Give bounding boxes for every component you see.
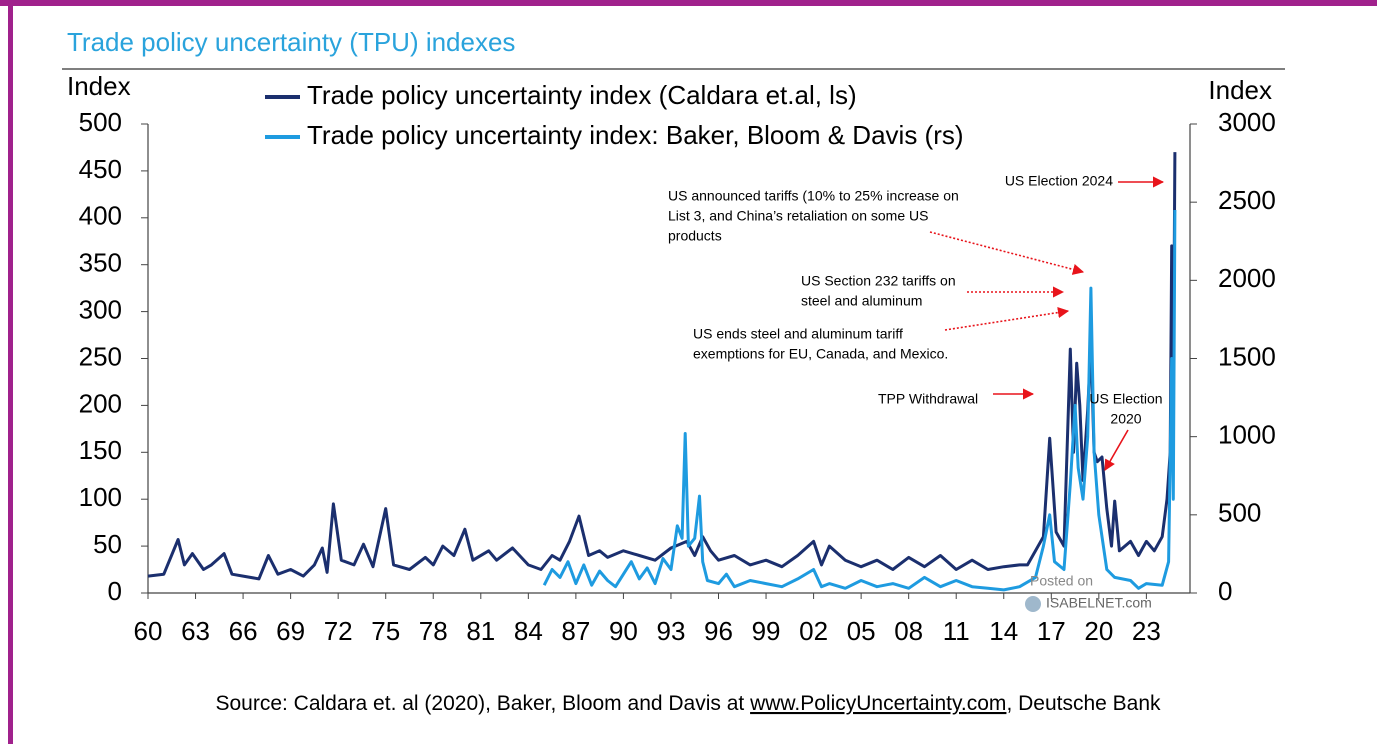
x-tick-label: 93	[657, 616, 686, 646]
annotation: US ends steel and aluminum tariff	[693, 326, 903, 342]
x-tick-label: 75	[371, 616, 400, 646]
source-note: Source: Caldara et. al (2020), Baker, Bl…	[215, 692, 1161, 715]
source-text: Source: Caldara et. al (2020), Baker, Bl…	[215, 692, 750, 715]
y2-tick-label: 1000	[1218, 420, 1276, 450]
annotation-arrow	[1104, 429, 1129, 471]
annotation: US Election 2024	[1005, 173, 1113, 189]
annotation: exemptions for EU, Canada, and Mexico.	[693, 346, 948, 362]
annotation: 2020	[1110, 411, 1141, 427]
x-tick-label: 72	[324, 616, 353, 646]
x-tick-label: 84	[514, 616, 543, 646]
x-tick-label: 99	[752, 616, 781, 646]
watermark: ISABELNET.com	[1046, 595, 1152, 611]
source-link: www.PolicyUncertainty.com	[749, 692, 1006, 715]
frame-left	[8, 0, 13, 744]
x-tick-label: 20	[1084, 616, 1113, 646]
annotation-arrow	[929, 231, 1085, 275]
y2-tick-label: 500	[1218, 498, 1261, 528]
y2-tick-label: 2000	[1218, 263, 1276, 293]
x-tick-label: 05	[847, 616, 876, 646]
legend-label: Trade policy uncertainty index (Caldara …	[307, 80, 857, 110]
x-tick-label: 78	[419, 616, 448, 646]
y-tick-label: 150	[79, 435, 122, 465]
data-line	[147, 152, 1177, 581]
watermark: Posted on	[1030, 573, 1093, 589]
source-text: , Deutsche Bank	[1006, 692, 1161, 715]
y-tick-label: 200	[79, 388, 122, 418]
x-tick-label: 87	[561, 616, 590, 646]
watermark-logo	[1025, 596, 1041, 612]
y-tick-label: 500	[79, 107, 122, 137]
x-tick-label: 96	[704, 616, 733, 646]
y-tick-label: 300	[79, 294, 122, 324]
x-tick-label: 14	[989, 616, 1018, 646]
y2-tick-label: 1500	[1218, 341, 1276, 371]
y2-tick-label: 3000	[1218, 107, 1276, 137]
y-tick-label: 50	[93, 529, 122, 559]
x-tick-label: 02	[799, 616, 828, 646]
y-tick-label: 250	[79, 341, 122, 371]
y2-axis-label: Index	[1208, 75, 1272, 105]
frame-top	[0, 0, 1377, 6]
y2-tick-label: 2500	[1218, 185, 1276, 215]
annotation: US Section 232 tariffs on	[801, 273, 956, 289]
annotation-arrow	[944, 307, 1070, 331]
data-line	[542, 209, 1177, 592]
x-tick-label: 17	[1037, 616, 1066, 646]
x-tick-label: 23	[1132, 616, 1161, 646]
x-tick-label: 81	[466, 616, 495, 646]
annotation: TPP Withdrawal	[878, 391, 978, 407]
annotation: List 3, and China’s retaliation on some …	[668, 208, 928, 224]
chart-title: Trade policy uncertainty (TPU) indexes	[67, 27, 515, 57]
y-tick-label: 100	[79, 482, 122, 512]
legend-label: Trade policy uncertainty index: Baker, B…	[307, 120, 964, 150]
x-tick-label: 60	[134, 616, 163, 646]
x-tick-label: 63	[181, 616, 210, 646]
x-tick-label: 90	[609, 616, 638, 646]
x-tick-label: 66	[229, 616, 258, 646]
y-tick-label: 400	[79, 201, 122, 231]
annotation: US announced tariffs (10% to 25% increas…	[668, 188, 959, 204]
y-tick-label: 450	[79, 154, 122, 184]
y-tick-label: 0	[108, 576, 122, 606]
x-tick-label: 69	[276, 616, 305, 646]
x-tick-label: 08	[894, 616, 923, 646]
annotation: steel and aluminum	[801, 293, 922, 309]
y-tick-label: 350	[79, 248, 122, 278]
x-tick-label: 11	[943, 616, 970, 646]
y-axis-label: Index	[67, 71, 131, 101]
annotation: US Election	[1089, 391, 1162, 407]
y2-tick-label: 0	[1218, 576, 1232, 606]
annotation: products	[668, 228, 722, 244]
